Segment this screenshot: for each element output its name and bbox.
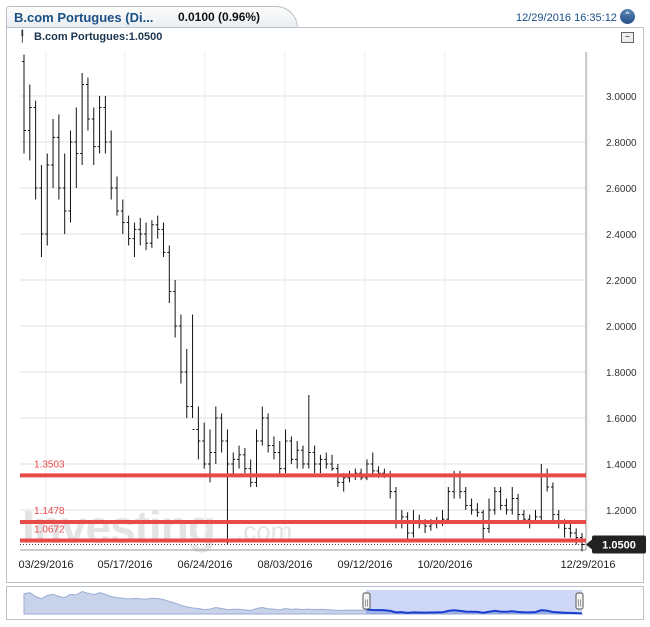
minimize-button[interactable]: − [621,32,634,43]
chart-panel [6,27,644,583]
symbol-label: B.com Portugues:1.0500 [34,31,163,43]
watermark-brand: Investing [22,501,216,553]
watermark-domain: .com [236,516,293,546]
chevron-up-icon[interactable]: ⌃ [620,9,635,24]
instrument-title: B.com Portugues (Di... [14,10,154,25]
navigator-panel[interactable] [6,586,644,620]
candle-icon: ╿ [19,31,26,43]
price-change: 0.0100 (0.96%) [178,10,261,24]
timestamp: 12/29/2016 16:35:12 [516,12,617,24]
